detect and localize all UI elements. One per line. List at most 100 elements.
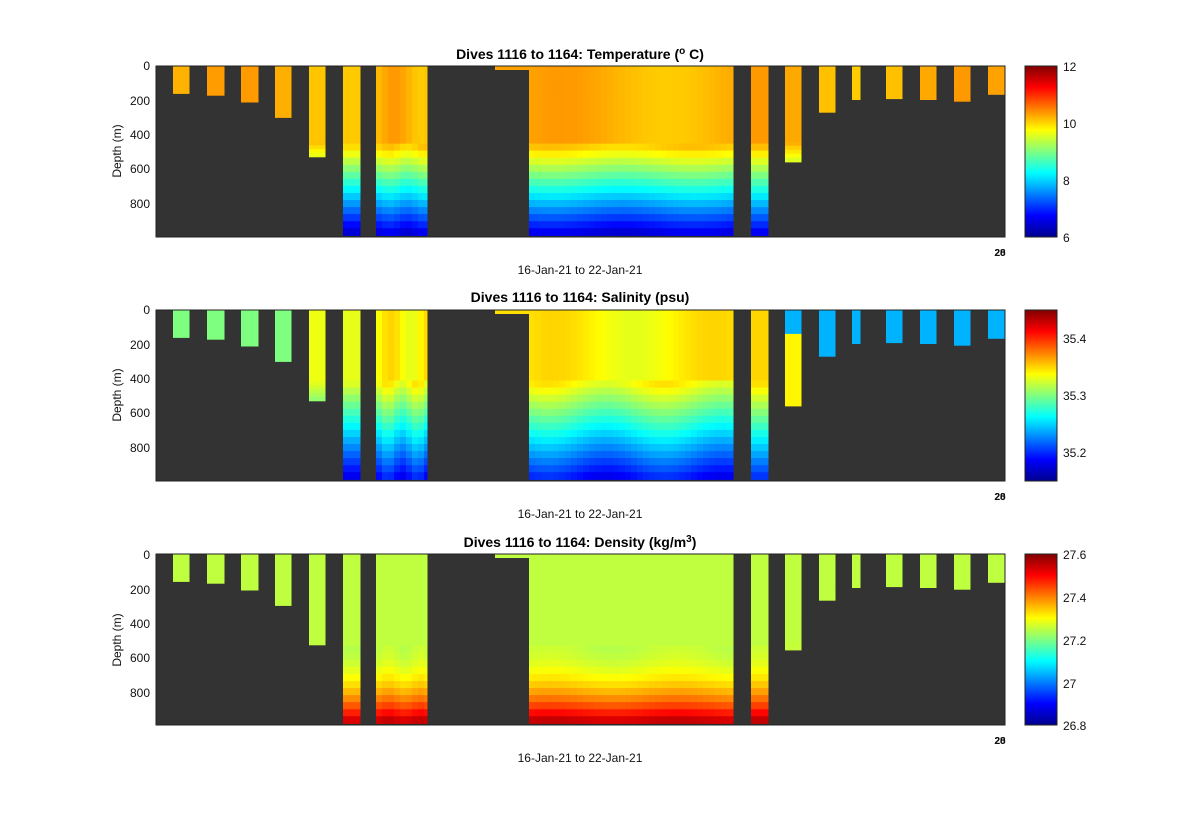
heatmap-cell xyxy=(577,437,584,445)
heatmap-cell xyxy=(275,560,292,564)
heatmap-cell xyxy=(595,122,602,131)
heatmap-cell xyxy=(601,87,608,95)
heatmap-cell xyxy=(382,465,389,473)
heatmap-cell xyxy=(819,348,836,351)
heatmap-cell xyxy=(751,200,769,208)
heatmap-cell xyxy=(601,115,608,124)
colorbar-tick-label: 12 xyxy=(1063,60,1077,74)
heatmap-cell xyxy=(424,652,428,661)
heatmap-cell xyxy=(565,345,572,353)
heatmap-cell xyxy=(715,451,722,459)
heatmap-cell xyxy=(388,695,395,703)
heatmap-cell xyxy=(607,207,614,215)
heatmap-cell xyxy=(571,688,578,696)
heatmap-cell xyxy=(418,568,425,576)
heatmap-cell xyxy=(655,380,662,389)
heatmap-cell xyxy=(619,716,626,724)
heatmap-cell xyxy=(400,422,407,431)
heatmap-cell xyxy=(886,574,903,577)
heatmap-cell xyxy=(275,81,292,84)
heatmap-cell xyxy=(571,87,578,95)
heatmap-cell xyxy=(679,465,686,473)
heatmap-cell xyxy=(988,328,1005,331)
heatmap-cell xyxy=(619,624,626,633)
heatmap-cell xyxy=(691,568,698,576)
heatmap-cell xyxy=(886,568,903,571)
heatmap-cell xyxy=(697,387,704,396)
heatmap-cell xyxy=(571,638,578,647)
heatmap-cell xyxy=(954,330,971,333)
heatmap-cell xyxy=(577,645,584,654)
heatmap-cell xyxy=(541,185,548,194)
heatmap-cell xyxy=(553,345,560,353)
heatmap-cell xyxy=(394,652,401,661)
heatmap-cell xyxy=(785,554,802,559)
heatmap-cell xyxy=(667,122,674,131)
heatmap-cell xyxy=(685,310,692,318)
heatmap-cell xyxy=(673,666,680,675)
heatmap-cell xyxy=(583,568,590,576)
heatmap-cell xyxy=(376,164,383,173)
heatmap-cell xyxy=(886,567,903,570)
heatmap-cell xyxy=(173,564,190,566)
heatmap-cell xyxy=(577,178,584,187)
heatmap-cell xyxy=(685,129,692,138)
heatmap-cell xyxy=(547,603,554,612)
heatmap-cell xyxy=(785,645,802,651)
heatmap-cell xyxy=(852,314,861,317)
heatmap-cell xyxy=(679,129,686,138)
heatmap-cell xyxy=(173,311,190,313)
heatmap-cell xyxy=(709,345,716,353)
colorbar-tick-label: 8 xyxy=(1063,174,1070,188)
heatmap-cell xyxy=(547,171,554,180)
heatmap-cell xyxy=(715,221,722,229)
heatmap-cell xyxy=(954,73,971,76)
heatmap-cell xyxy=(697,331,704,339)
heatmap-cell xyxy=(343,568,361,576)
heatmap-cell xyxy=(241,336,259,339)
heatmap-cell xyxy=(920,319,937,322)
heatmap-cell xyxy=(412,310,419,318)
heatmap-cell xyxy=(275,596,292,600)
heatmap-cell xyxy=(394,221,401,229)
heatmap-cell xyxy=(207,75,225,78)
heatmap-cell xyxy=(691,214,698,222)
heatmap-cell xyxy=(589,709,596,717)
heatmap-cell xyxy=(685,437,692,445)
heatmap-cell xyxy=(173,321,190,324)
heatmap-cell xyxy=(535,568,542,576)
heatmap-cell xyxy=(376,221,383,229)
heatmap-cell xyxy=(673,673,680,682)
heatmap-cell xyxy=(400,143,407,152)
heatmap-cell xyxy=(601,221,608,229)
heatmap-cell xyxy=(547,373,554,382)
heatmap-cell xyxy=(412,66,419,74)
heatmap-cell xyxy=(679,324,686,332)
heatmap-cell xyxy=(920,563,937,566)
heatmap-cell xyxy=(343,387,361,396)
heatmap-cell xyxy=(655,429,662,438)
heatmap-cell xyxy=(577,695,584,703)
heatmap-cell xyxy=(721,338,728,346)
heatmap-cell xyxy=(583,157,590,166)
heatmap-cell xyxy=(625,624,632,633)
heatmap-cell xyxy=(424,688,428,696)
heatmap-cell xyxy=(529,345,536,353)
heatmap-cell xyxy=(697,129,704,138)
heatmap-cell xyxy=(424,709,428,717)
heatmap-cell xyxy=(649,681,656,689)
heatmap-cell xyxy=(613,87,620,95)
heatmap-cell xyxy=(382,575,389,583)
heatmap-cell xyxy=(988,576,1005,579)
heatmap-cell xyxy=(275,598,292,602)
heatmap-cell xyxy=(577,200,584,208)
heatmap-cell xyxy=(673,415,680,424)
heatmap-cell xyxy=(709,422,716,431)
heatmap-cell xyxy=(412,638,419,647)
heatmap-cell xyxy=(400,87,407,95)
heatmap-cell xyxy=(424,458,428,466)
heatmap-cell xyxy=(785,121,802,127)
heatmap-cell xyxy=(655,73,662,81)
heatmap-cell xyxy=(673,115,680,124)
heatmap-cell xyxy=(625,193,632,201)
